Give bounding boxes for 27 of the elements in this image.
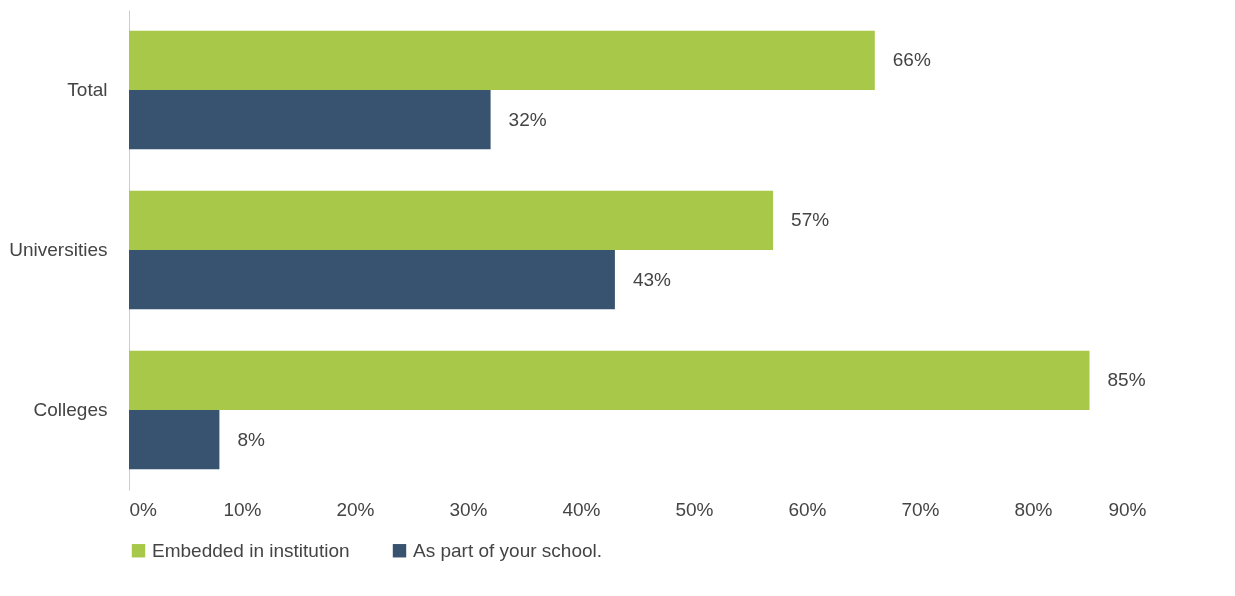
x-tick-label: 80% xyxy=(1014,498,1053,520)
legend-label: Embedded in institution xyxy=(152,539,350,561)
x-tick-label: 0% xyxy=(129,498,158,520)
x-tick-label: 60% xyxy=(788,498,827,520)
x-tick-label: 90% xyxy=(1108,498,1147,520)
x-tick-label: 40% xyxy=(562,498,601,520)
bar xyxy=(129,190,774,250)
y-tick-label: Universities xyxy=(9,239,108,260)
y-tick-label: Colleges xyxy=(33,399,108,420)
bar xyxy=(129,90,491,150)
x-tick-label: 70% xyxy=(901,498,940,520)
data-label: 57% xyxy=(791,209,830,231)
x-tick-label: 30% xyxy=(449,498,488,520)
x-tick-label: 10% xyxy=(223,498,262,520)
legend-label: As part of your school. xyxy=(413,539,603,561)
bar xyxy=(129,250,615,310)
data-label: 32% xyxy=(508,108,547,130)
data-label: 43% xyxy=(632,268,672,290)
bar xyxy=(129,410,220,470)
y-tick-label: Total xyxy=(67,79,108,100)
x-tick-label: 20% xyxy=(336,498,375,520)
data-label: 85% xyxy=(1107,369,1146,391)
bar xyxy=(129,350,1090,410)
bar xyxy=(129,30,875,90)
data-label: 8% xyxy=(237,428,265,450)
x-tick-label: 50% xyxy=(675,498,714,520)
data-label: 66% xyxy=(892,49,931,71)
